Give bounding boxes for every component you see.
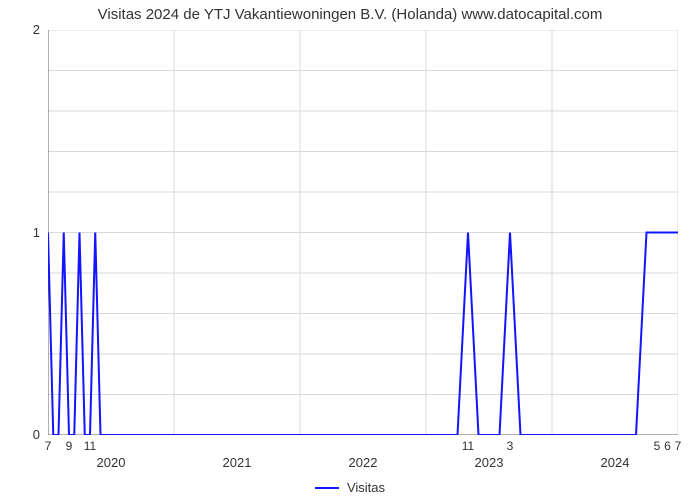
x-year-label: 2024 [601, 455, 630, 470]
x-month-tick-label: 11 [462, 439, 474, 453]
legend-swatch [315, 487, 339, 489]
x-month-tick-label: 6 [664, 439, 671, 453]
chart-legend: Visitas [0, 480, 700, 495]
x-year-label: 2023 [475, 455, 504, 470]
x-month-tick-label: 11 [84, 439, 96, 453]
x-year-label: 2020 [97, 455, 126, 470]
x-month-tick-label: 5 [654, 439, 661, 453]
y-tick-label: 2 [0, 22, 40, 37]
x-month-tick-label: 7 [675, 439, 682, 453]
x-year-label: 2021 [223, 455, 252, 470]
x-month-tick-label: 3 [507, 439, 514, 453]
x-year-label: 2022 [349, 455, 378, 470]
legend-label: Visitas [347, 480, 385, 495]
x-month-tick-label: 7 [45, 439, 52, 453]
y-tick-label: 1 [0, 225, 40, 240]
x-month-tick-label: 9 [66, 439, 73, 453]
chart-plot-svg [48, 30, 678, 435]
chart-container: Visitas 2024 de YTJ Vakantiewoningen B.V… [0, 0, 700, 500]
y-tick-label: 0 [0, 427, 40, 442]
chart-title: Visitas 2024 de YTJ Vakantiewoningen B.V… [0, 6, 700, 23]
